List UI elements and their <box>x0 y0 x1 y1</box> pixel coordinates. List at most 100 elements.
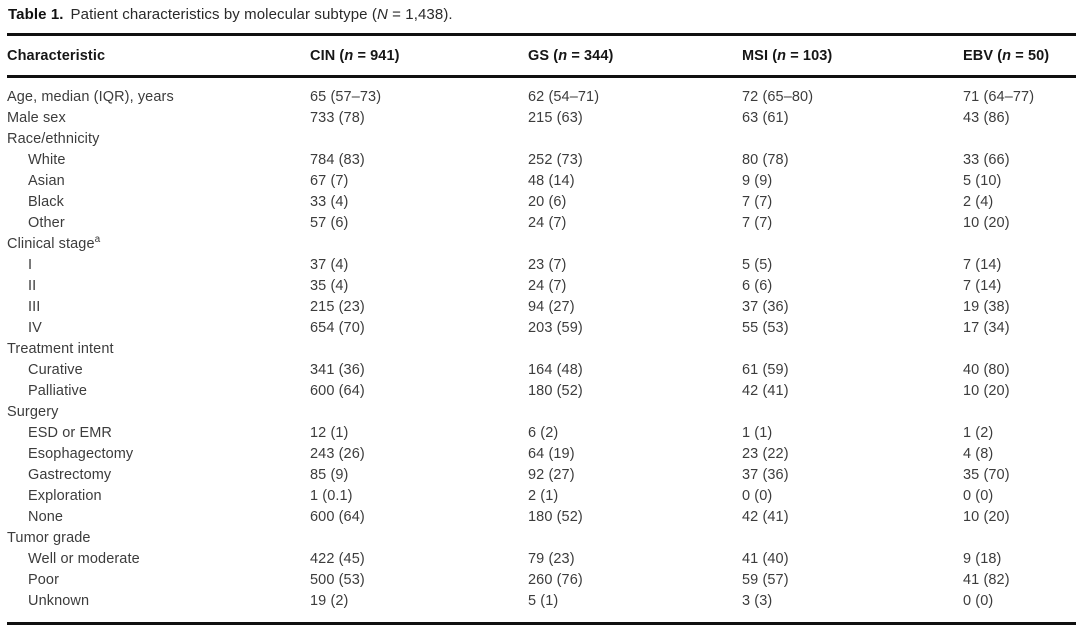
cell-value-gs <box>528 402 742 423</box>
cell-value-ebv: 43 (86) <box>963 110 1010 126</box>
row-label: III <box>28 299 41 315</box>
cell-value-cin: 341 (36) <box>310 362 365 378</box>
row-label: White <box>28 152 66 168</box>
cell-value-ebv: 2 (4) <box>963 194 994 210</box>
cell-value-ebv: 10 (20) <box>963 383 1010 399</box>
row-label: Treatment intent <box>7 341 114 357</box>
cell-value-cin <box>310 129 528 150</box>
cell-value-gs <box>528 129 742 150</box>
cell-value-gs: 180 (52) <box>528 383 583 399</box>
cell-value-cin: 65 (57–73) <box>310 89 382 105</box>
cell-value-ebv: 10 (20) <box>963 215 1010 231</box>
row-label: Curative <box>28 362 83 378</box>
cell-value-ebv: 17 (34) <box>963 320 1010 336</box>
cell-value-msi: 5 (5) <box>742 257 773 273</box>
cell-value-ebv: 0 (0) <box>963 593 994 609</box>
row-label: Exploration <box>28 488 102 504</box>
cell-value-msi <box>742 339 963 360</box>
cell-value-gs: 215 (63) <box>528 110 583 126</box>
cell-value-msi: 7 (7) <box>742 215 773 231</box>
cell-value-msi: 59 (57) <box>742 572 789 588</box>
row-label: Clinical stagea <box>7 234 101 252</box>
row-label: ESD or EMR <box>28 425 112 441</box>
cell-value-ebv: 4 (8) <box>963 446 994 462</box>
table-row: Black 33 (4) 20 (6) 7 (7) 2 (4) <box>7 192 1076 213</box>
row-label: Gastrectomy <box>28 467 112 483</box>
cell-value-gs: 260 (76) <box>528 572 583 588</box>
cell-value-cin <box>310 528 528 549</box>
n-italic: n <box>1002 48 1012 64</box>
table-row: Race/ethnicity <box>7 129 1076 150</box>
cell-value-ebv <box>963 528 1076 549</box>
cell-value-cin <box>310 402 528 423</box>
cell-value-gs <box>528 339 742 360</box>
cell-value-msi: 0 (0) <box>742 488 773 504</box>
cell-value-ebv: 7 (14) <box>963 278 1002 294</box>
cell-value-msi: 61 (59) <box>742 362 789 378</box>
table-row: II 35 (4) 24 (7) 6 (6) 7 (14) <box>7 276 1076 297</box>
cell-value-msi: 37 (36) <box>742 299 789 315</box>
row-label: Race/ethnicity <box>7 131 100 147</box>
row-label: II <box>28 278 37 294</box>
cell-value-msi: 9 (9) <box>742 173 773 189</box>
table-row: Curative 341 (36) 164 (48) 61 (59) 40 (8… <box>7 360 1076 381</box>
row-label: Black <box>28 194 64 210</box>
table-row: Tumor grade <box>7 528 1076 549</box>
row-label: Unknown <box>28 593 90 609</box>
cell-value-ebv: 33 (66) <box>963 152 1010 168</box>
cell-value-cin: 784 (83) <box>310 152 365 168</box>
row-label: Asian <box>28 173 65 189</box>
table-label: Table 1. <box>8 6 64 23</box>
table-row: Exploration 1 (0.1) 2 (1) 0 (0) 0 (0) <box>7 486 1076 507</box>
column-header-characteristic: Characteristic <box>7 48 106 64</box>
cell-value-gs: 164 (48) <box>528 362 583 378</box>
n-italic: n <box>777 48 787 64</box>
cell-value-msi: 80 (78) <box>742 152 789 168</box>
cell-value-cin: 733 (78) <box>310 110 365 126</box>
cell-value-gs: 62 (54–71) <box>528 89 600 105</box>
row-label: Tumor grade <box>7 530 91 546</box>
table-row: White 784 (83) 252 (73) 80 (78) 33 (66) <box>7 150 1076 171</box>
caption-n-italic: N <box>376 6 388 23</box>
table-row: Asian 67 (7) 48 (14) 9 (9) 5 (10) <box>7 171 1076 192</box>
cell-value-msi: 42 (41) <box>742 509 789 525</box>
table-row: Other 57 (6) 24 (7) 7 (7) 10 (20) <box>7 213 1076 234</box>
cell-value-ebv: 0 (0) <box>963 488 994 504</box>
cell-value-cin: 19 (2) <box>310 593 349 609</box>
cell-value-cin: 600 (64) <box>310 383 365 399</box>
cell-value-msi: 63 (61) <box>742 110 789 126</box>
row-label: None <box>28 509 64 525</box>
table-row: III 215 (23) 94 (27) 37 (36) 19 (38) <box>7 297 1076 318</box>
cell-value-msi: 55 (53) <box>742 320 789 336</box>
row-label: Esophagectomy <box>28 446 134 462</box>
table-row: Esophagectomy 243 (26) 64 (19) 23 (22) 4… <box>7 444 1076 465</box>
cell-value-gs: 20 (6) <box>528 194 567 210</box>
row-label: Other <box>28 215 65 231</box>
row-label: IV <box>28 320 42 336</box>
cell-value-cin: 33 (4) <box>310 194 349 210</box>
column-header-msi: MSI (n = 103) <box>742 48 833 64</box>
row-label: Well or moderate <box>28 551 140 567</box>
cell-value-msi: 41 (40) <box>742 551 789 567</box>
cell-value-msi <box>742 402 963 423</box>
cell-value-gs: 24 (7) <box>528 215 567 231</box>
cell-value-ebv: 19 (38) <box>963 299 1010 315</box>
row-label: Poor <box>28 572 60 588</box>
table-row: I 37 (4) 23 (7) 5 (5) 7 (14) <box>7 255 1076 276</box>
n-italic: n <box>558 48 568 64</box>
table-row: Surgery <box>7 402 1076 423</box>
cell-value-gs: 252 (73) <box>528 152 583 168</box>
row-label: Palliative <box>28 383 88 399</box>
cell-value-cin <box>310 339 528 360</box>
table-row: Clinical stagea <box>7 234 1076 255</box>
cell-value-gs: 92 (27) <box>528 467 575 483</box>
caption-text: Patient characteristics by molecular sub… <box>70 6 377 23</box>
patient-characteristics-table: Characteristic CIN (n = 941) GS (n = 344… <box>7 33 1076 625</box>
cell-value-gs: 6 (2) <box>528 425 559 441</box>
cell-value-gs: 94 (27) <box>528 299 575 315</box>
cell-value-gs: 48 (14) <box>528 173 575 189</box>
cell-value-cin: 600 (64) <box>310 509 365 525</box>
column-header-ebv: EBV (n = 50) <box>963 48 1050 64</box>
cell-value-cin: 422 (45) <box>310 551 365 567</box>
